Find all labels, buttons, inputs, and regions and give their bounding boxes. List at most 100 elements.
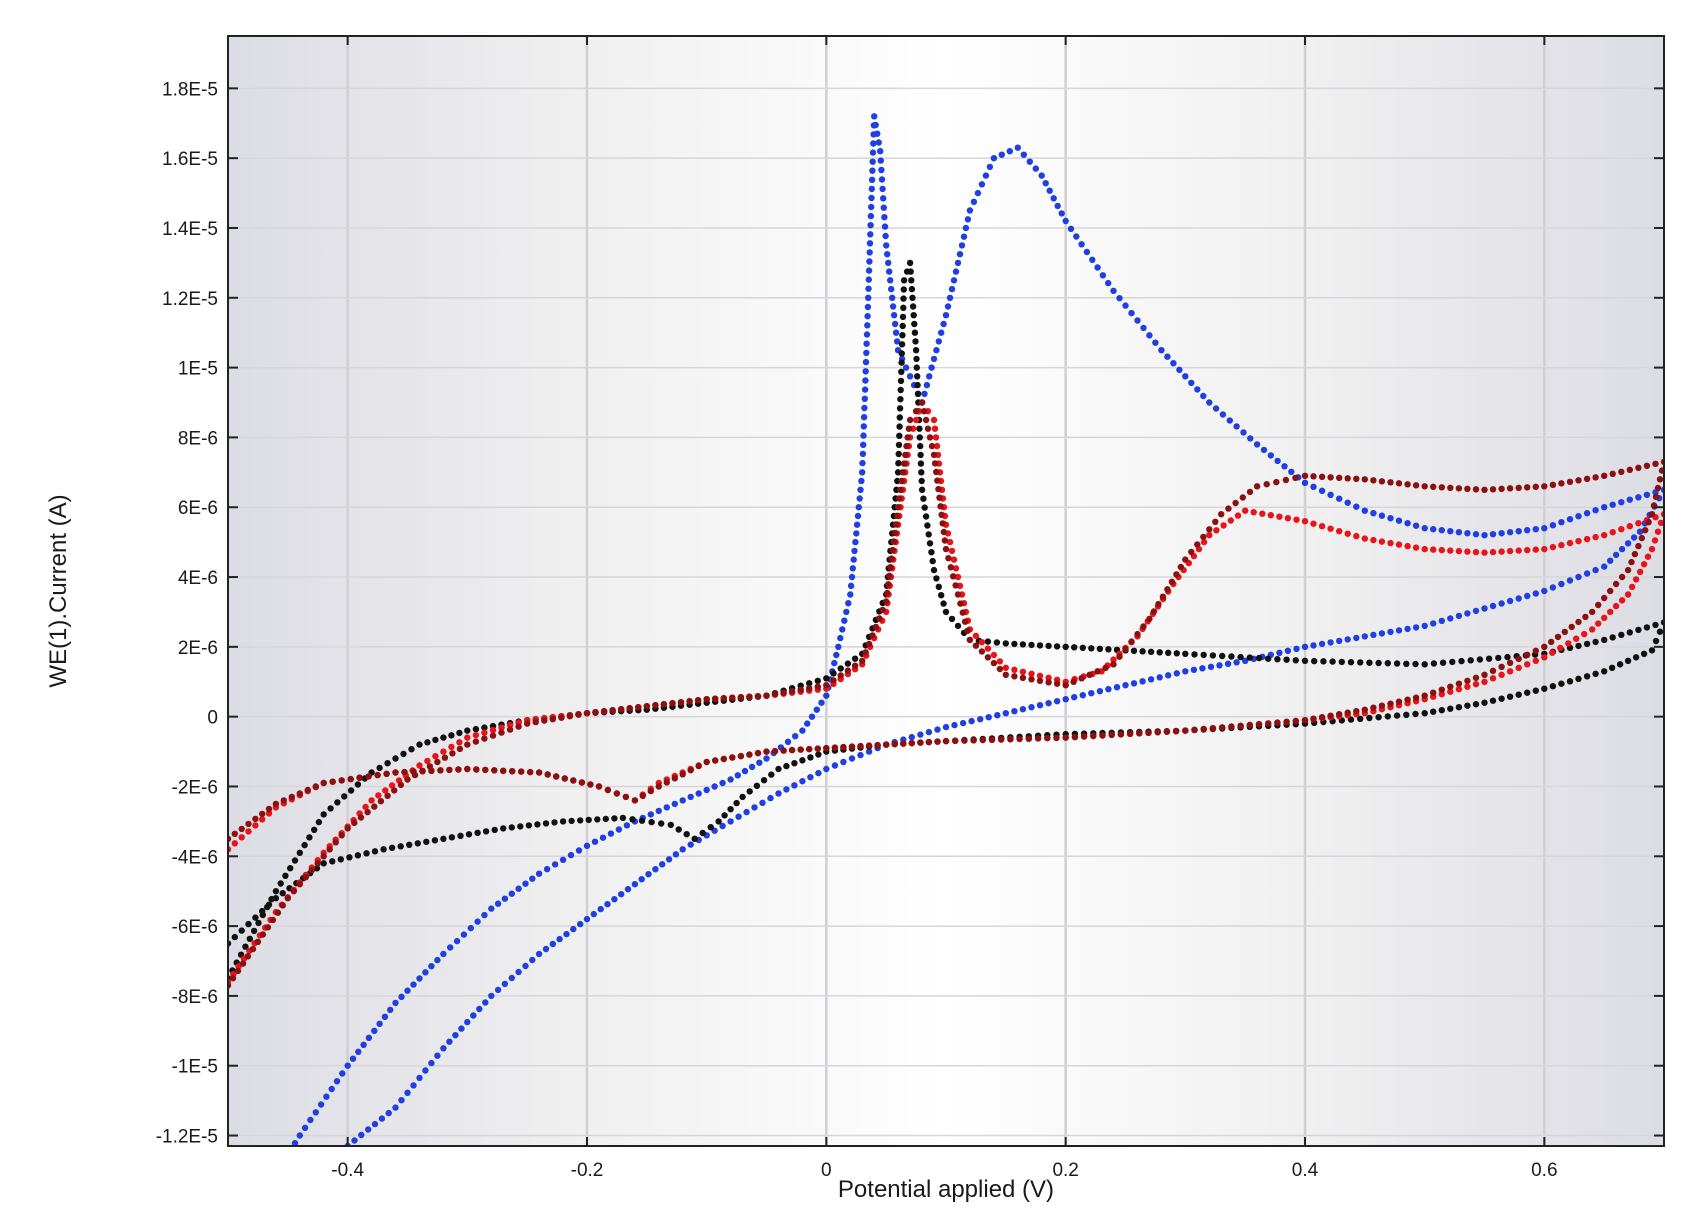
data-point [974, 189, 982, 197]
data-point [948, 547, 956, 555]
data-point [1353, 503, 1360, 510]
data-point [380, 846, 387, 853]
data-point [1191, 726, 1198, 733]
data-point [897, 486, 904, 493]
data-point [957, 600, 964, 607]
data-point [966, 207, 974, 214]
data-point [658, 820, 665, 827]
data-point [896, 414, 903, 421]
data-point [1566, 577, 1574, 584]
data-point [525, 822, 533, 829]
data-point [737, 752, 745, 760]
data-point [896, 405, 904, 412]
data-point [751, 804, 758, 811]
data-point [1145, 729, 1152, 736]
data-point [934, 726, 941, 733]
data-point [948, 285, 956, 293]
data-point [1242, 657, 1249, 664]
data-point [961, 737, 968, 744]
data-point [1652, 493, 1660, 500]
data-point [885, 581, 892, 588]
data-point [679, 846, 686, 853]
data-point [791, 760, 798, 767]
data-point [1172, 728, 1180, 735]
data-point [703, 758, 710, 766]
data-point [940, 600, 947, 607]
data-point [388, 844, 396, 851]
data-point [1253, 483, 1261, 490]
data-point [906, 416, 914, 424]
data-point [332, 839, 339, 846]
data-point [392, 1104, 399, 1111]
axis-ticks: -0.4 -0.2 0 0.2 0.4 0.6 1.8E-5 1.6E-5 1.4E-5 1.2E… [156, 36, 1664, 1181]
data-point [455, 766, 462, 773]
data-point [494, 986, 502, 994]
data-point [934, 477, 941, 484]
data-point [1558, 480, 1565, 487]
data-point [806, 745, 813, 753]
data-point [720, 755, 727, 763]
data-point [410, 981, 417, 988]
data-point [663, 804, 670, 811]
data-point [1318, 523, 1326, 530]
data-point [1234, 512, 1242, 519]
data-point [909, 303, 917, 310]
data-point [1105, 686, 1112, 693]
data-point [756, 759, 763, 766]
data-point [424, 757, 431, 765]
data-point [482, 828, 490, 835]
data-point [1344, 709, 1351, 716]
data-point [1370, 536, 1377, 544]
data-point [1412, 710, 1419, 718]
data-point [1583, 535, 1591, 543]
data-point [935, 485, 942, 493]
data-point [460, 931, 468, 938]
data-point [1134, 317, 1141, 324]
data-point [1233, 423, 1240, 430]
data-point [1028, 641, 1035, 649]
data-point [1096, 645, 1104, 652]
data-point [1070, 678, 1077, 685]
data-point [264, 924, 272, 931]
data-point [1173, 571, 1180, 578]
data-point [464, 765, 471, 773]
data-point [639, 792, 646, 799]
data-point [431, 837, 439, 844]
data-point [883, 741, 890, 748]
data-point [1225, 505, 1232, 512]
data-point [1656, 476, 1664, 483]
data-point [1375, 714, 1382, 721]
data-point [867, 222, 874, 229]
data-point [259, 810, 266, 818]
data-point [1054, 202, 1061, 210]
data-point [1006, 148, 1013, 155]
data-point [830, 670, 837, 677]
data-point [729, 754, 736, 761]
data-point [1632, 576, 1640, 583]
data-point [679, 797, 686, 804]
data-point [884, 251, 891, 258]
data-point [296, 849, 303, 856]
data-point [1643, 462, 1651, 469]
data-point [1506, 529, 1514, 536]
data-point [954, 591, 962, 598]
data-point [238, 927, 245, 934]
data-point [1019, 641, 1027, 648]
data-point [1088, 645, 1095, 652]
data-point [1393, 660, 1401, 667]
data-point [851, 547, 858, 555]
data-point [551, 819, 558, 826]
data-point [1212, 518, 1219, 525]
data-point [277, 880, 284, 887]
data-point [434, 956, 441, 964]
data-point [1136, 730, 1143, 737]
data-point [541, 717, 548, 724]
data-point [880, 195, 887, 202]
data-point [1412, 482, 1420, 489]
data-point [1601, 504, 1608, 511]
data-point [1050, 195, 1057, 202]
data-point [368, 797, 375, 804]
data-point [371, 1120, 379, 1128]
data-point [945, 555, 952, 562]
data-point [437, 767, 444, 774]
